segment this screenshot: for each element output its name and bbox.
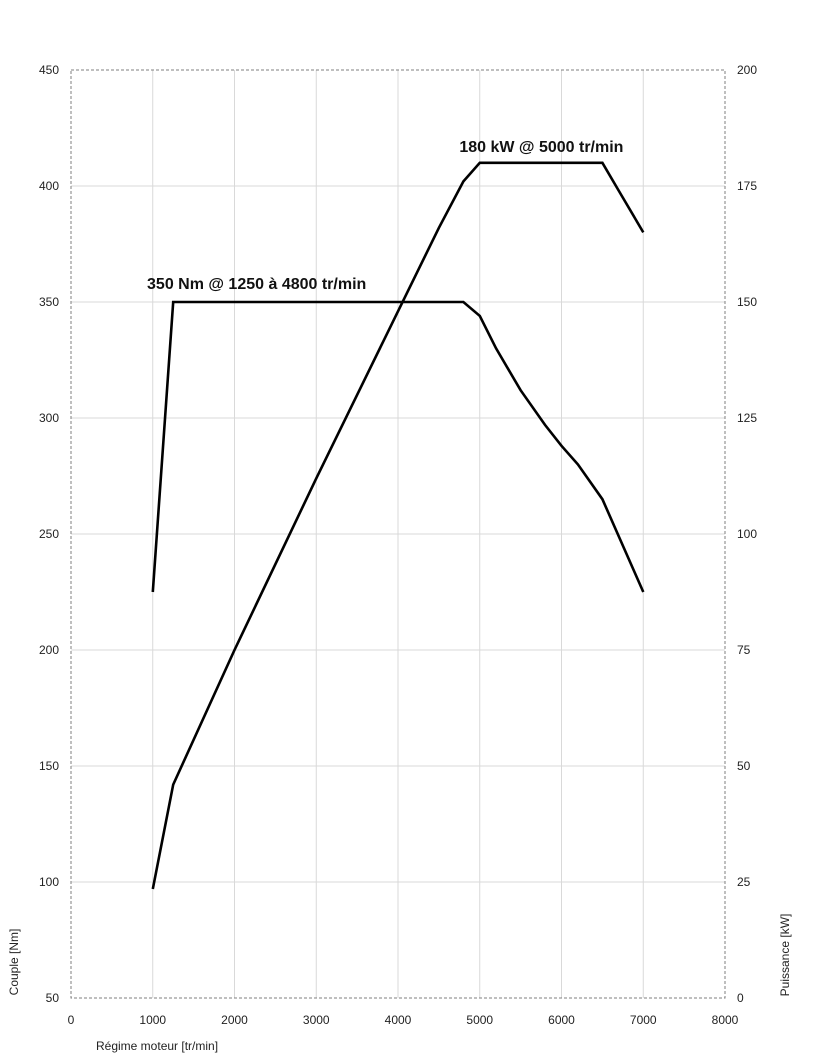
x-tick-label: 4000: [385, 1013, 412, 1027]
y-left-tick-label: 100: [39, 875, 59, 889]
y-left-tick-label: 450: [39, 63, 59, 77]
power-curve-line: [151, 161, 645, 890]
x-tick-label: 5000: [466, 1013, 493, 1027]
y-right-tick-label: 75: [737, 643, 751, 657]
series-lines: [151, 161, 645, 890]
annotations: 180 kW @ 5000 tr/min 350 Nm @ 1250 à 4800…: [147, 139, 623, 293]
x-tick-label: 1000: [139, 1013, 166, 1027]
y-right-tick-label: 0: [737, 991, 744, 1005]
torque-curve-line: [151, 300, 645, 593]
plot-frame: [70, 69, 726, 999]
x-tick-label: 8000: [712, 1013, 739, 1027]
grid-lines: [71, 70, 725, 998]
y-left-tick-label: 150: [39, 759, 59, 773]
y-left-tick-label: 300: [39, 411, 59, 425]
y-right-tick-label: 125: [737, 411, 757, 425]
x-tick-label: 6000: [548, 1013, 575, 1027]
annotation-label: 180 kW @ 5000 tr/min: [459, 139, 623, 156]
tick-labels: 0 1000 2000 3000 4000 5000 6000 7000 80005010015…: [39, 63, 757, 1027]
x-axis-title: Régime moteur [tr/min]: [96, 1039, 218, 1053]
y-right-tick-label: 175: [737, 179, 757, 193]
y-left-tick-label: 200: [39, 643, 59, 657]
y-right-tick-label: 25: [737, 875, 751, 889]
y-right-tick-label: 150: [737, 295, 757, 309]
y-left-tick-label: 50: [46, 991, 60, 1005]
y-right-tick-label: 100: [737, 527, 757, 541]
x-tick-label: 3000: [303, 1013, 330, 1027]
y-right-tick-label: 200: [737, 63, 757, 77]
y-axis-right-title: Puissance [kW]: [778, 914, 792, 997]
plot-area-border: [70, 69, 726, 999]
x-tick-label: 7000: [630, 1013, 657, 1027]
y-left-tick-label: 350: [39, 295, 59, 309]
x-tick-label: 2000: [221, 1013, 248, 1027]
y-right-tick-label: 50: [737, 759, 751, 773]
y-left-tick-label: 250: [39, 527, 59, 541]
y-left-tick-label: 400: [39, 179, 59, 193]
y-axis-left-title: Couple [Nm]: [7, 929, 21, 996]
annotation-label: 350 Nm @ 1250 à 4800 tr/min: [147, 276, 366, 293]
x-tick-label: 0: [68, 1013, 75, 1027]
